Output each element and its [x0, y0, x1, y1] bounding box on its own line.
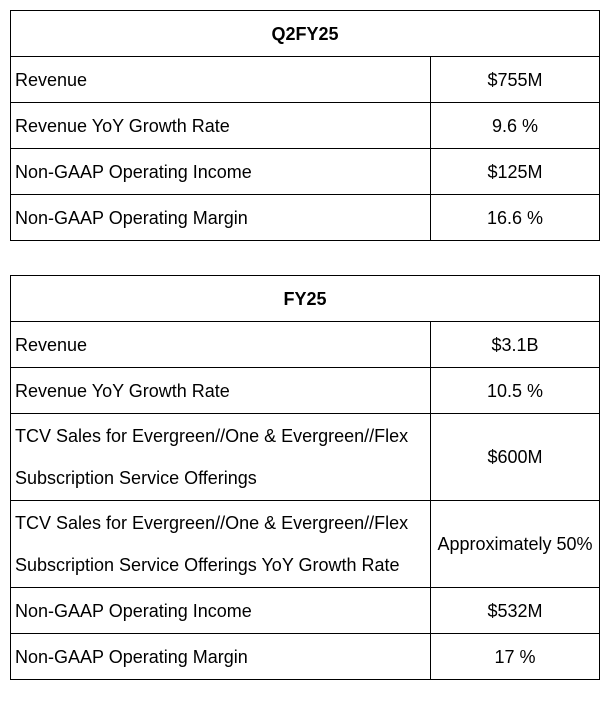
row-label: Non-GAAP Operating Margin — [10, 194, 431, 241]
row-label-line: Subscription Service Offerings — [15, 468, 257, 488]
row-value: $755M — [429, 56, 601, 103]
row-value: $3.1B — [430, 321, 600, 368]
table-row: Revenue YoY Growth Rate 9.6 % — [10, 102, 601, 149]
row-value: 10.5 % — [430, 367, 600, 414]
row-value: 9.6 % — [429, 102, 601, 149]
row-label-line: Subscription Service Offerings YoY Growt… — [15, 555, 400, 575]
row-value: 17 % — [430, 633, 600, 680]
row-label: TCV Sales for Evergreen//One & Evergreen… — [10, 413, 431, 501]
fy25-title: FY25 — [10, 275, 600, 322]
row-label: Revenue — [10, 321, 431, 368]
table-row: TCV Sales for Evergreen//One & Evergreen… — [10, 500, 600, 588]
table-row: Revenue $755M — [10, 56, 601, 103]
row-label: Non-GAAP Operating Income — [10, 587, 431, 634]
row-value: $125M — [429, 148, 601, 195]
table-row: Non-GAAP Operating Margin 16.6 % — [10, 194, 601, 241]
table-row: Non-GAAP Operating Income $125M — [10, 148, 601, 195]
row-value: 16.6 % — [429, 194, 601, 241]
fy25-guidance-table: FY25 Revenue $3.1B Revenue YoY Growth Ra… — [10, 275, 600, 680]
row-label-line: TCV Sales for Evergreen//One & Evergreen… — [15, 513, 409, 533]
row-label: Revenue YoY Growth Rate — [10, 367, 431, 414]
row-label: Non-GAAP Operating Margin — [10, 633, 431, 680]
q2fy25-guidance-table: Q2FY25 Revenue $755M Revenue YoY Growth … — [9, 10, 601, 241]
row-label: Revenue — [10, 56, 431, 103]
row-value: $532M — [430, 587, 600, 634]
row-value: $600M — [430, 413, 600, 501]
table-row: Non-GAAP Operating Margin 17 % — [10, 633, 600, 680]
row-value: Approximately 50% — [430, 500, 600, 588]
row-label: Revenue YoY Growth Rate — [10, 102, 431, 149]
row-label: TCV Sales for Evergreen//One & Evergreen… — [10, 500, 431, 588]
row-label-line: TCV Sales for Evergreen//One & Evergreen… — [15, 426, 409, 446]
table-header-row: FY25 — [10, 275, 600, 322]
table-row: Revenue YoY Growth Rate 10.5 % — [10, 367, 600, 414]
table-header-row: Q2FY25 — [9, 10, 601, 57]
table-row: Non-GAAP Operating Income $532M — [10, 587, 600, 634]
table-row: TCV Sales for Evergreen//One & Evergreen… — [10, 413, 600, 501]
row-label: Non-GAAP Operating Income — [10, 148, 431, 195]
table-row: Revenue $3.1B — [10, 321, 600, 368]
q2fy25-title: Q2FY25 — [9, 10, 601, 57]
